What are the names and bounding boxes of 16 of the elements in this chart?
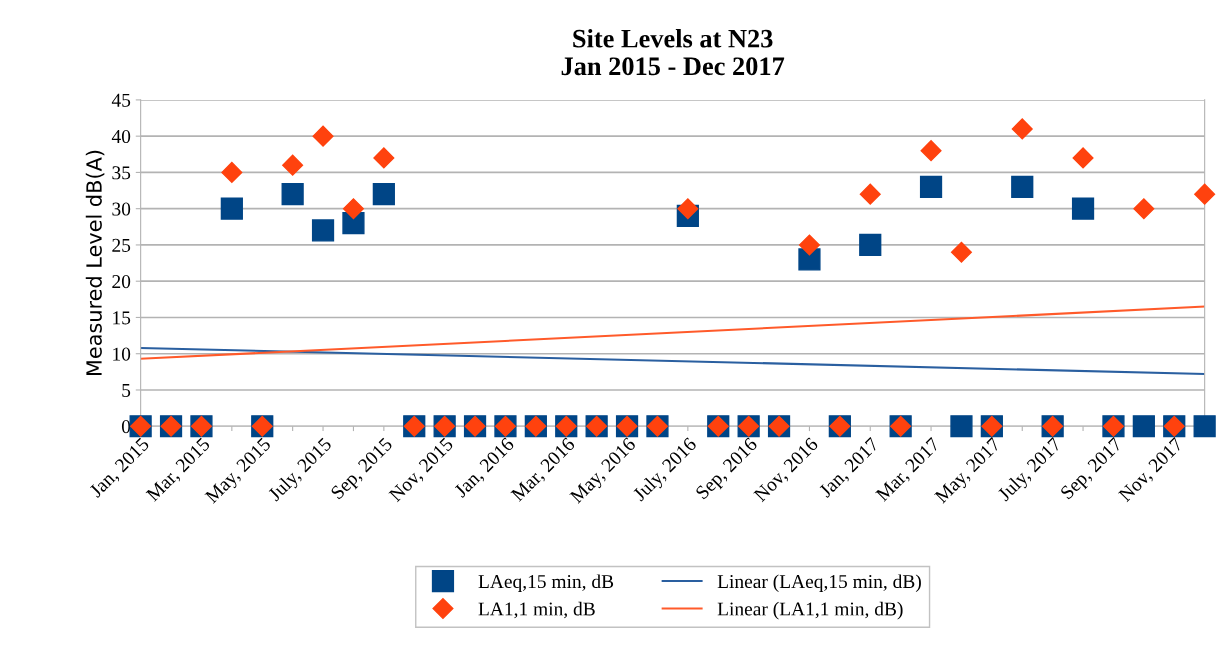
y-tick-label: 35: [112, 166, 131, 180]
legend-label: Linear (LAeq,15 min, dB): [717, 574, 921, 593]
y-tick-label: 15: [113, 311, 131, 325]
y-tick-label: 0: [121, 420, 131, 434]
chart-title: Site Levels at N23 Jan 2015 - Dec 2017: [561, 28, 785, 76]
y-tick-label: 45: [111, 93, 131, 107]
legend-label: LA1,1 min, dB: [478, 601, 595, 619]
y-tick-label: 20: [112, 275, 131, 289]
legend-label: Linear (LA1,1 min, dB): [717, 601, 903, 620]
y-tick-label: 40: [111, 129, 131, 144]
y-tick-label: 25: [112, 238, 131, 252]
y-axis-title: Measured Level dB(A): [85, 150, 105, 376]
y-tick-label: 5: [122, 383, 131, 397]
y-tick-label: 30: [112, 202, 131, 216]
legend-label: LAeq,15 min, dB: [478, 574, 614, 593]
y-tick-label: 10: [113, 347, 131, 361]
